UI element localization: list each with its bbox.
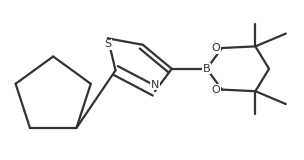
Text: B: B xyxy=(203,64,211,74)
Text: S: S xyxy=(104,39,112,49)
Text: O: O xyxy=(212,85,220,95)
Text: N: N xyxy=(151,80,159,90)
Text: O: O xyxy=(212,43,220,53)
